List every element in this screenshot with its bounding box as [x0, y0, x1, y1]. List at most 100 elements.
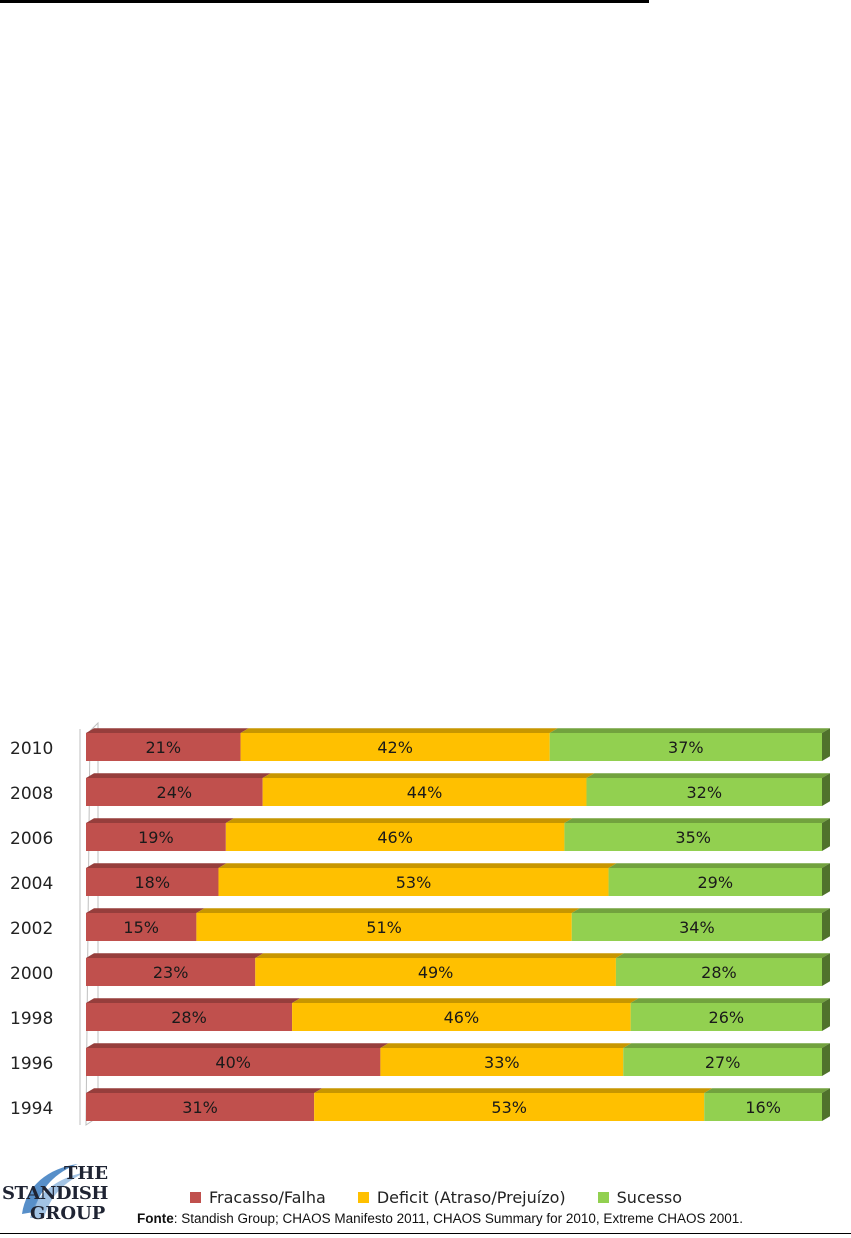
bar-segment-top [86, 998, 301, 1003]
bar-segment-top [586, 773, 830, 778]
bar-segment-top [86, 863, 227, 868]
bar-segment [196, 913, 572, 941]
data-label: 27% [705, 1053, 741, 1072]
logo-line-group: GROUP [30, 1203, 106, 1224]
bar-segment [586, 778, 822, 806]
data-label: 53% [396, 873, 432, 892]
bar-segment [380, 1048, 624, 1076]
legend-item-fracasso: Fracasso/Falha [190, 1188, 326, 1207]
y-tick-label: 2008 [10, 784, 53, 804]
bar-segment [292, 1003, 631, 1031]
bar-segment-top [86, 818, 234, 823]
y-tick-label: 1998 [10, 1009, 53, 1029]
data-label: 32% [686, 783, 722, 802]
bar-segment [564, 823, 822, 851]
bar-segment-side [822, 953, 830, 986]
bar-segment-top [218, 863, 617, 868]
logo-line-the: THE [64, 1163, 109, 1184]
bar-segment-side [822, 908, 830, 941]
logo-line-standish: STANDISH [2, 1183, 108, 1204]
bar-segment-top [86, 728, 249, 733]
source-label: Fonte [137, 1211, 174, 1226]
standish-group-logo: THE STANDISH GROUP [0, 1160, 120, 1232]
data-label: 23% [153, 963, 189, 982]
bar-segment-top [86, 908, 205, 913]
bar-segment-top [196, 908, 580, 913]
bar-segment [86, 913, 197, 941]
bar-segment-side [822, 818, 830, 851]
y-tick-label: 2006 [10, 829, 53, 849]
legend: Fracasso/Falha Deficit (Atraso/Prejuízo)… [190, 1185, 714, 1209]
logo-swoosh-icon [22, 1164, 86, 1218]
bar-segment-top [623, 1043, 830, 1048]
data-label: 42% [377, 738, 413, 757]
bar-segment-top [262, 773, 595, 778]
bar-segment-top [86, 953, 264, 958]
bar-segment-top [549, 728, 830, 733]
bar-segment [86, 823, 226, 851]
bar-segment-side [822, 773, 830, 806]
bar-segment [86, 1003, 293, 1031]
data-label: 29% [697, 873, 733, 892]
bar-segment-top [292, 998, 639, 1003]
bar-segment [86, 733, 241, 761]
legend-label-sucesso: Sucesso [616, 1187, 683, 1207]
data-label: 15% [123, 918, 159, 937]
bar-segment-top [314, 1088, 713, 1093]
source-text: : Standish Group; CHAOS Manifesto 2011, … [173, 1211, 743, 1226]
data-label: 24% [157, 783, 193, 802]
data-label: 21% [145, 738, 181, 757]
bar-segment [86, 778, 263, 806]
data-label: 40% [215, 1053, 251, 1072]
source-note: Fonte: Standish Group; CHAOS Manifesto 2… [137, 1211, 743, 1226]
data-label: 31% [182, 1098, 218, 1117]
bar-segment [225, 823, 565, 851]
bar-segment-top [86, 1088, 323, 1093]
bar-segment-top [380, 1043, 632, 1048]
data-label: 28% [701, 963, 737, 982]
data-label: 33% [484, 1053, 520, 1072]
bar-segment-top [86, 773, 271, 778]
data-label: 34% [679, 918, 715, 937]
bar-segment-top [86, 1043, 389, 1048]
bar-segment [630, 1003, 822, 1031]
data-label: 19% [138, 828, 174, 847]
data-label: 16% [745, 1098, 781, 1117]
bar-segment-side [822, 728, 830, 761]
bar-segment-top [255, 953, 624, 958]
bar-segment-top [240, 728, 558, 733]
bar-segment [704, 1093, 822, 1121]
bar-segment-top [615, 953, 830, 958]
data-label: 26% [709, 1008, 745, 1027]
bar-segment-top [630, 998, 830, 1003]
data-label: 28% [171, 1008, 207, 1027]
y-tick-label: 2000 [10, 964, 53, 984]
bar-segment [86, 868, 219, 896]
bar-segment [623, 1048, 822, 1076]
legend-label-fracasso: Fracasso/Falha [209, 1187, 326, 1207]
bar-segment-side [822, 1043, 830, 1076]
bar-segment-top [564, 818, 830, 823]
bar-segment [571, 913, 822, 941]
bar-segment-side [822, 1088, 830, 1121]
bar-segment-top [704, 1088, 830, 1093]
bar-segment-side [822, 998, 830, 1031]
bar-segment [218, 868, 609, 896]
bar-segment-top [571, 908, 830, 913]
bar-segment [86, 1048, 381, 1076]
bar-segment [262, 778, 587, 806]
bar-segment [86, 958, 256, 986]
bar-segment [86, 1093, 315, 1121]
data-label: 35% [675, 828, 711, 847]
legend-label-deficit: Deficit (Atraso/Prejuízo) [376, 1187, 566, 1207]
data-label: 46% [377, 828, 413, 847]
legend-item-sucesso: Sucesso [597, 1187, 683, 1207]
y-tick-label: 1996 [10, 1054, 53, 1074]
legend-item-deficit: Deficit (Atraso/Prejuízo) [357, 1187, 566, 1207]
data-label: 51% [366, 918, 402, 937]
y-tick-label: 2002 [10, 919, 53, 939]
data-label: 37% [668, 738, 704, 757]
legend-swatch-sucesso [597, 1191, 609, 1203]
data-label: 49% [418, 963, 454, 982]
bar-segment [615, 958, 822, 986]
